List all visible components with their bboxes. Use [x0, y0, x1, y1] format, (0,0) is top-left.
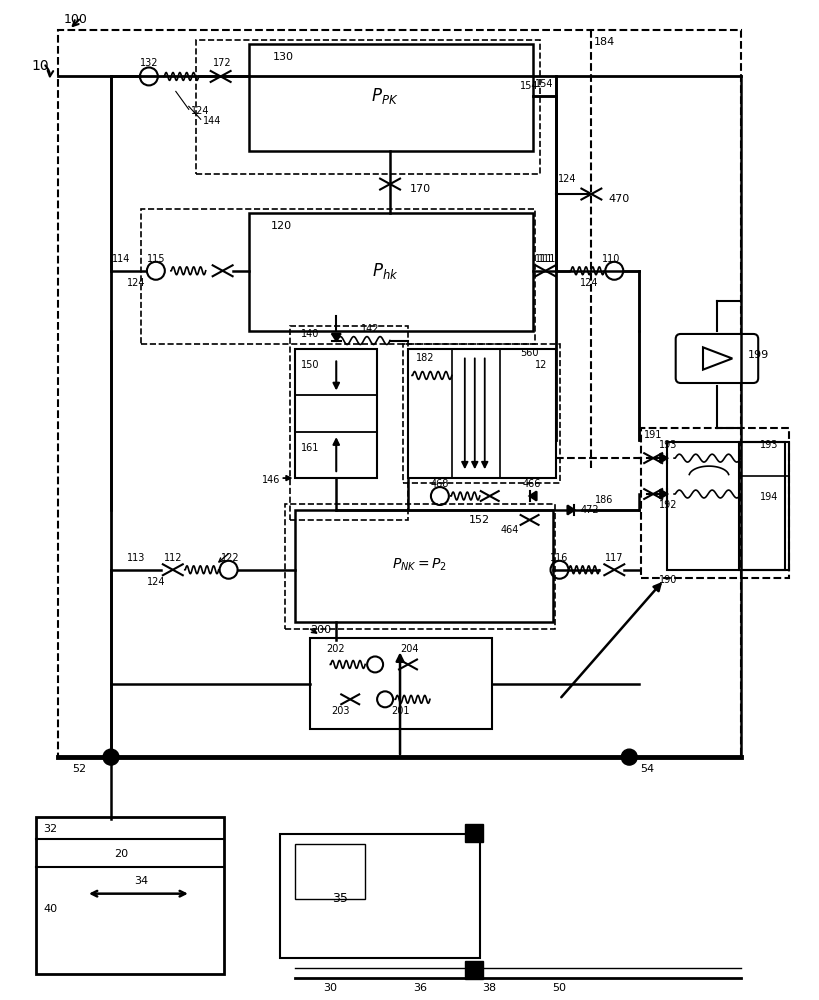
- Text: 193: 193: [659, 440, 677, 450]
- Text: 114: 114: [112, 254, 130, 264]
- Text: 115: 115: [147, 254, 165, 264]
- Bar: [248, 44, 532, 151]
- Text: 140: 140: [301, 329, 319, 339]
- Bar: [58, 30, 741, 757]
- Text: 34: 34: [133, 876, 148, 886]
- Text: 32: 32: [43, 824, 57, 834]
- Circle shape: [103, 749, 119, 765]
- Text: 122: 122: [221, 553, 240, 563]
- Text: 150: 150: [301, 360, 319, 370]
- Bar: [248, 213, 532, 331]
- Text: 560: 560: [520, 348, 539, 358]
- FancyBboxPatch shape: [676, 334, 758, 383]
- Bar: [296, 349, 377, 478]
- Text: 110: 110: [602, 254, 621, 264]
- Text: 100: 100: [63, 13, 87, 26]
- Text: 199: 199: [749, 350, 769, 360]
- Text: 200: 200: [310, 625, 332, 635]
- Bar: [667, 442, 785, 570]
- Text: 117: 117: [605, 553, 623, 563]
- Text: 154: 154: [520, 81, 539, 91]
- Text: 192: 192: [659, 500, 677, 510]
- Text: 472: 472: [580, 505, 599, 515]
- Text: 142: 142: [361, 324, 379, 334]
- Text: 35: 35: [333, 892, 348, 905]
- Text: 130: 130: [273, 52, 293, 62]
- Text: 466: 466: [523, 479, 541, 489]
- Polygon shape: [332, 334, 341, 341]
- Text: 182: 182: [416, 353, 434, 363]
- Text: 194: 194: [759, 492, 778, 502]
- Polygon shape: [660, 489, 667, 499]
- Text: 204: 204: [400, 644, 419, 654]
- Text: 144: 144: [203, 116, 221, 126]
- Text: 203: 203: [331, 706, 350, 716]
- Bar: [310, 638, 491, 729]
- Bar: [465, 961, 482, 979]
- Bar: [196, 40, 540, 174]
- Bar: [296, 510, 553, 622]
- Text: 111: 111: [538, 254, 557, 264]
- Text: 30: 30: [324, 983, 337, 993]
- Text: $P_{PK}$: $P_{PK}$: [371, 86, 399, 106]
- Bar: [408, 349, 555, 478]
- Text: 38: 38: [482, 983, 497, 993]
- Text: 146: 146: [262, 475, 280, 485]
- Text: 52: 52: [72, 764, 86, 774]
- Text: 186: 186: [595, 495, 613, 505]
- Text: 54: 54: [640, 764, 654, 774]
- Text: 124: 124: [191, 106, 209, 116]
- Text: 124: 124: [127, 278, 145, 288]
- Bar: [291, 326, 408, 520]
- Polygon shape: [568, 505, 574, 515]
- Bar: [296, 844, 365, 899]
- Bar: [641, 428, 789, 578]
- Text: $P_{hk}$: $P_{hk}$: [372, 261, 398, 281]
- Text: 10: 10: [31, 59, 49, 73]
- Circle shape: [622, 749, 637, 765]
- Bar: [465, 824, 482, 842]
- Bar: [286, 504, 554, 629]
- Bar: [141, 209, 535, 344]
- Text: 132: 132: [139, 58, 158, 68]
- Bar: [739, 442, 789, 570]
- Polygon shape: [530, 491, 536, 501]
- Text: 50: 50: [553, 983, 567, 993]
- Text: 116: 116: [550, 553, 568, 563]
- Text: 191: 191: [645, 430, 663, 440]
- Text: 470: 470: [609, 194, 630, 204]
- Text: 113: 113: [127, 553, 145, 563]
- Text: 154: 154: [536, 79, 554, 89]
- Bar: [403, 344, 560, 483]
- Text: 161: 161: [301, 443, 319, 453]
- Polygon shape: [660, 454, 667, 463]
- Text: 124: 124: [558, 174, 576, 184]
- Text: 172: 172: [213, 58, 232, 68]
- Text: 111: 111: [536, 254, 554, 264]
- Text: 201: 201: [391, 706, 410, 716]
- Text: 124: 124: [147, 577, 165, 587]
- Text: 20: 20: [114, 849, 128, 859]
- Text: 202: 202: [326, 644, 345, 654]
- Text: 184: 184: [594, 37, 615, 47]
- Text: 112: 112: [164, 553, 182, 563]
- Text: 40: 40: [43, 904, 57, 914]
- Text: 152: 152: [469, 515, 491, 525]
- Text: 464: 464: [500, 525, 519, 535]
- Text: 12: 12: [536, 360, 548, 370]
- Text: 468: 468: [431, 479, 449, 489]
- Text: 36: 36: [413, 983, 427, 993]
- Text: 124: 124: [580, 278, 599, 288]
- Text: 193: 193: [759, 440, 778, 450]
- Text: 120: 120: [270, 221, 292, 231]
- Text: $P_{NK}=P_2$: $P_{NK}=P_2$: [392, 557, 447, 573]
- Text: 170: 170: [410, 184, 431, 194]
- Bar: [280, 834, 480, 958]
- Bar: [36, 817, 224, 974]
- Text: 190: 190: [659, 575, 677, 585]
